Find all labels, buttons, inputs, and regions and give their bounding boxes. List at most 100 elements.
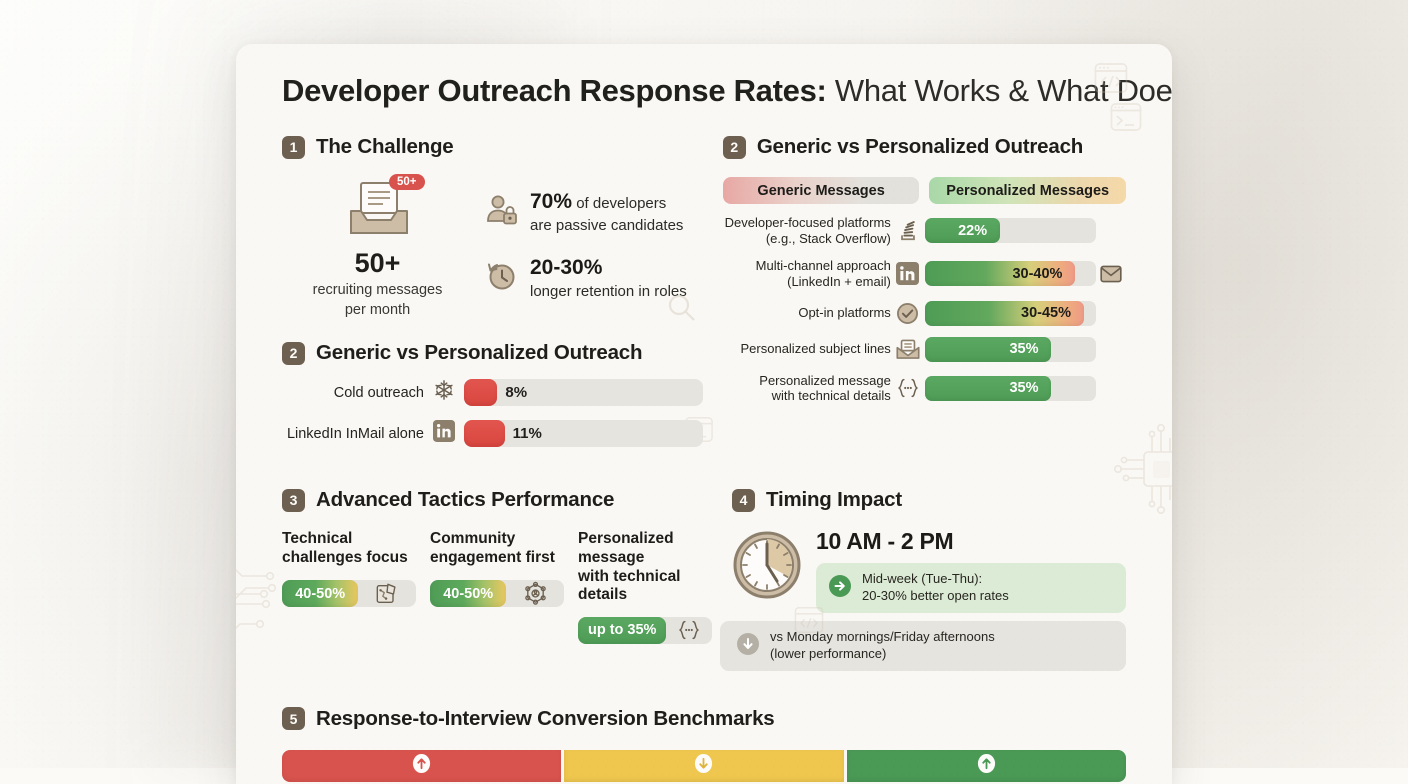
- arrow-up-badge-icon: [976, 753, 997, 779]
- bar-track: 8%: [464, 379, 703, 407]
- tactic-bar-fill: 40-50%: [430, 580, 507, 608]
- bar-fill: [464, 420, 505, 448]
- bar-label: Multi-channel approach (LinkedIn + email…: [723, 258, 891, 290]
- inbox-icon: 50+: [335, 174, 425, 244]
- benchmark-segment-poor: [282, 749, 562, 782]
- bar-value: 11%: [512, 425, 542, 443]
- note-line2: (lower performance): [770, 646, 887, 662]
- benchmark-segment-standard: [564, 749, 844, 782]
- bar-label: Opt-in platforms: [723, 305, 891, 321]
- section-header-generic-right: 2 Generic vs Personalized Outreach: [722, 135, 1126, 159]
- section-header-tactics: 3 Advanced Tactics Performance: [282, 488, 712, 512]
- tactic-technical-challenges: Technical challenges focus 40-50%: [282, 530, 416, 643]
- infographic-card: Developer Outreach Response Rates: What …: [236, 44, 1172, 784]
- note-line1: Mid-week (Tue-Thu):: [862, 571, 983, 587]
- fact-text: 70% of developers are passive candidates: [530, 189, 683, 235]
- personalized-bars: Developer-focused platforms (e.g., Stack…: [723, 215, 1126, 404]
- arrow-down-badge-icon: [693, 753, 714, 779]
- fact-value: 20-30%: [530, 256, 603, 280]
- bar-label: Personalized subject lines: [723, 341, 891, 357]
- tactic-title-line1: Community: [430, 530, 516, 548]
- inbox-stat-value: 50+: [354, 248, 401, 279]
- tactics-list: Technical challenges focus 40-50%: [282, 530, 712, 644]
- linkedin-icon: [891, 262, 925, 286]
- section-header-challenge: 1 The Challenge: [282, 135, 703, 159]
- tactic-title-line1: Personalized message: [578, 530, 674, 566]
- note-text: Mid-week (Tue-Thu): 20-30% better open r…: [862, 571, 1009, 605]
- timing-body: 10 AM - 2 PM Mid-week (Tue-Thu): 20-30% …: [720, 528, 1126, 671]
- note-line2: 20-30% better open rates: [862, 588, 1009, 604]
- bar-row-subject-lines: Personalized subject lines 35%: [723, 336, 1126, 362]
- inbox-badge: 50+: [388, 174, 425, 191]
- bar-fill: 30-40%: [924, 261, 1076, 287]
- title-bold: Developer Outreach Response Rates:: [282, 73, 827, 108]
- tactic-bar-track: 40-50%: [430, 580, 564, 608]
- note-line1: vs Monday mornings/Friday afternoons: [770, 629, 995, 645]
- bar-track: 35%: [924, 336, 1096, 362]
- bar-label: Personalized message with technical deta…: [723, 373, 891, 405]
- section-title: The Challenge: [316, 135, 454, 159]
- stack-overflow-icon: [891, 220, 925, 242]
- section-number: 3: [282, 488, 305, 512]
- clock-rewind-icon: [483, 258, 519, 299]
- inbox-stat-block: 50+ 50+ recruiting messages per month: [290, 174, 465, 319]
- tactic-value: 40-50%: [443, 585, 494, 602]
- benchmarks-section: 5 Response-to-Interview Conversion Bench…: [282, 707, 1126, 784]
- braces-icon: [666, 619, 712, 641]
- bar-label-line1: Opt-in platforms: [798, 305, 891, 321]
- bar-value: 22%: [958, 222, 988, 239]
- bar-label: Developer-focused platforms (e.g., Stack…: [723, 215, 891, 247]
- tactic-title-line2: challenges focus: [282, 548, 408, 566]
- bar-track: 30-45%: [924, 300, 1096, 326]
- tactic-bar-fill: up to 35%: [578, 616, 667, 644]
- fact-rest: of developers: [572, 195, 667, 213]
- bar-track: 22%: [924, 218, 1096, 244]
- timing-details: 10 AM - 2 PM Mid-week (Tue-Thu): 20-30% …: [720, 528, 1126, 671]
- fact-retention: 20-30% longer retention in roles: [483, 255, 687, 301]
- tactic-bar-fill: 40-50%: [282, 580, 359, 608]
- page-title: Developer Outreach Response Rates: What …: [282, 73, 1172, 108]
- clock-icon: [732, 528, 802, 605]
- tactic-title-line2: with technical details: [578, 567, 681, 604]
- arrow-up-badge-icon: [411, 753, 432, 779]
- timing-note-positive: Mid-week (Tue-Thu): 20-30% better open r…: [816, 563, 1126, 614]
- bar-label-line1: Developer-focused platforms: [724, 215, 891, 231]
- bar-row-multi-channel: Multi-channel approach (LinkedIn + email…: [723, 258, 1126, 290]
- inbox-stat-label-1: recruiting messages: [312, 282, 443, 299]
- bar-fill: [464, 379, 498, 407]
- bar-value: 8%: [505, 384, 528, 402]
- arrow-down-circle-icon: [736, 632, 760, 661]
- note-text: vs Monday mornings/Friday afternoons (lo…: [770, 629, 995, 663]
- section-title: Generic vs Personalized Outreach: [316, 341, 643, 365]
- bar-track: 11%: [464, 420, 703, 448]
- fact-passive-candidates: 70% of developers are passive candidates: [483, 189, 687, 235]
- section-header-generic-left: 2 Generic vs Personalized Outreach: [282, 341, 703, 365]
- braces-icon: [891, 377, 925, 399]
- arrow-right-circle-icon: [828, 574, 852, 603]
- snowflake-icon: [433, 379, 455, 406]
- tactic-title-line1: Technical: [282, 530, 353, 548]
- fact-text: 20-30% longer retention in roles: [530, 255, 687, 301]
- bar-fill: 22%: [924, 218, 1001, 244]
- tactic-personalized-message: Personalized message with technical deta…: [578, 530, 712, 644]
- bar-value: 35%: [1009, 341, 1039, 358]
- bar-label: LinkedIn InMail alone: [286, 425, 424, 442]
- bar-row-personalized-message: Personalized message with technical deta…: [723, 373, 1126, 405]
- bar-fill: 35%: [924, 375, 1052, 401]
- bar-row-developer-platforms: Developer-focused platforms (e.g., Stack…: [723, 215, 1126, 247]
- generic-left-bars: Cold outreach 8%: [282, 379, 703, 448]
- bar-label-line2: (LinkedIn + email): [787, 273, 891, 289]
- tactic-bar-track: up to 35%: [578, 616, 712, 644]
- bar-row-linkedin-inmail: LinkedIn InMail alone 11%: [282, 420, 703, 448]
- fact-line2: are passive candidates: [530, 216, 684, 234]
- section-title: Generic vs Personalized Outreach: [756, 135, 1084, 159]
- section-number: 5: [282, 707, 305, 731]
- benchmark-segment-excellent: [846, 749, 1126, 782]
- bar-label-line1: Multi-channel approach: [755, 257, 891, 273]
- puzzle-map-icon: [358, 582, 416, 606]
- bar-row-cold-outreach: Cold outreach 8%: [282, 379, 703, 407]
- section-number: 1: [282, 135, 305, 159]
- section-title: Timing Impact: [766, 488, 902, 512]
- bar-value: 35%: [1009, 380, 1039, 397]
- user-lock-icon: [483, 192, 519, 233]
